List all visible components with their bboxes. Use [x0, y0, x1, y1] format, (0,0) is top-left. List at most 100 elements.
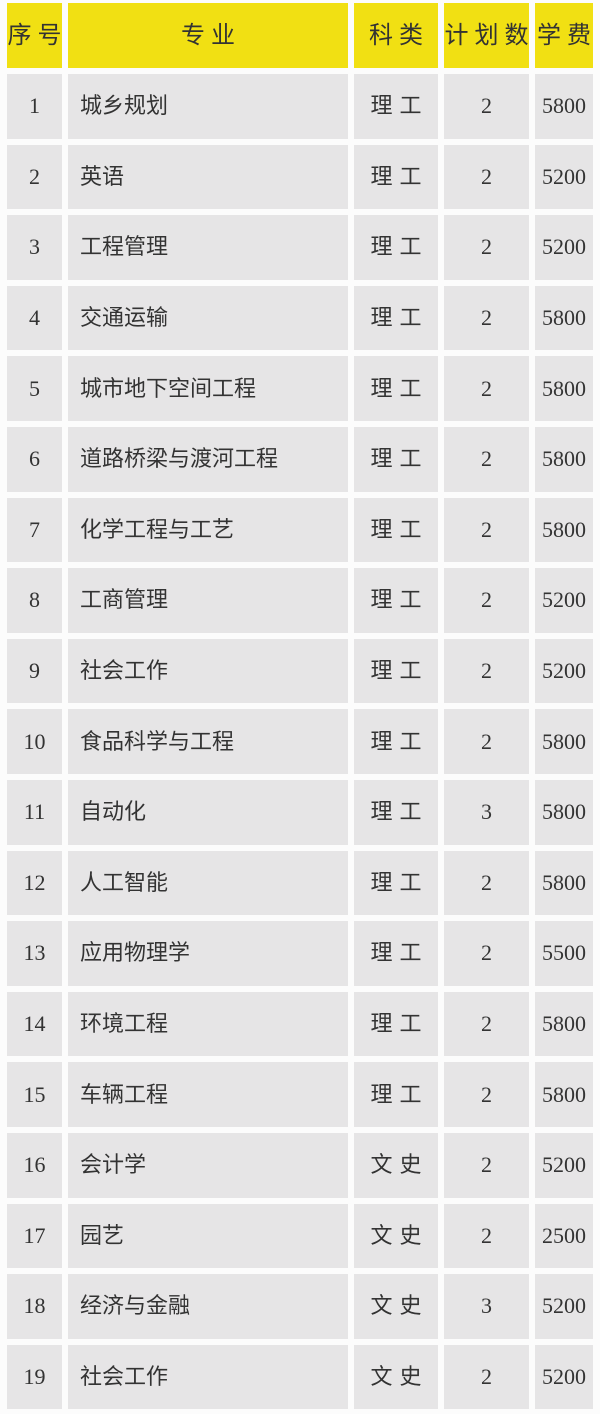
plan-count-cell: 2 [444, 1344, 529, 1410]
col-header-number: 序号 [7, 3, 62, 68]
major-cell: 道路桥梁与渡河工程 [68, 426, 348, 492]
category-cell: 理工 [354, 497, 438, 563]
major-cell: 园艺 [68, 1203, 348, 1269]
tuition-cell: 5800 [535, 426, 593, 492]
tuition-cell: 5500 [535, 921, 593, 986]
row-number-cell: 16 [7, 1132, 62, 1198]
row-number-cell: 3 [7, 215, 62, 280]
tuition-cell: 5800 [535, 74, 593, 139]
tuition-cell: 5800 [535, 991, 593, 1057]
tuition-cell: 2500 [535, 1203, 593, 1269]
category-cell: 文史 [354, 1274, 438, 1339]
row-number-cell: 12 [7, 850, 62, 916]
row-number-cell: 11 [7, 779, 62, 845]
row-number-cell: 2 [7, 144, 62, 210]
major-cell: 人工智能 [68, 850, 348, 916]
plan-count-cell: 2 [444, 215, 529, 280]
row-number-cell: 6 [7, 426, 62, 492]
plan-count-cell: 2 [444, 285, 529, 351]
major-cell: 社会工作 [68, 638, 348, 704]
tuition-cell: 5800 [535, 356, 593, 421]
row-number-cell: 18 [7, 1274, 62, 1339]
category-cell: 理工 [354, 709, 438, 774]
tuition-cell: 5200 [535, 638, 593, 704]
major-cell: 环境工程 [68, 991, 348, 1057]
major-cell: 工程管理 [68, 215, 348, 280]
major-cell: 会计学 [68, 1132, 348, 1198]
col-header-category: 科类 [354, 3, 438, 68]
row-number-cell: 5 [7, 356, 62, 421]
col-header-tuition: 学费 [535, 3, 593, 68]
row-number-cell: 17 [7, 1203, 62, 1269]
major-cell: 社会工作 [68, 1344, 348, 1410]
plan-count-cell: 2 [444, 426, 529, 492]
plan-count-cell: 2 [444, 1203, 529, 1269]
tuition-cell: 5200 [535, 1274, 593, 1339]
plan-count-cell: 2 [444, 638, 529, 704]
plan-count-cell: 2 [444, 921, 529, 986]
row-number-cell: 8 [7, 568, 62, 633]
tuition-cell: 5200 [535, 215, 593, 280]
row-number-cell: 4 [7, 285, 62, 351]
row-number-cell: 15 [7, 1062, 62, 1127]
category-cell: 理工 [354, 568, 438, 633]
plan-count-cell: 2 [444, 1062, 529, 1127]
tuition-cell: 5800 [535, 1062, 593, 1127]
plan-count-cell: 2 [444, 991, 529, 1057]
plan-count-cell: 2 [444, 74, 529, 139]
major-cell: 交通运输 [68, 285, 348, 351]
category-cell: 理工 [354, 144, 438, 210]
row-number-cell: 14 [7, 991, 62, 1057]
col-header-major: 专业 [68, 3, 348, 68]
major-cell: 英语 [68, 144, 348, 210]
category-cell: 理工 [354, 779, 438, 845]
tuition-cell: 5200 [535, 144, 593, 210]
row-number-cell: 1 [7, 74, 62, 139]
plan-count-cell: 2 [444, 709, 529, 774]
tuition-cell: 5800 [535, 709, 593, 774]
row-number-cell: 10 [7, 709, 62, 774]
plan-count-cell: 2 [444, 497, 529, 563]
row-number-cell: 13 [7, 921, 62, 986]
plan-count-cell: 2 [444, 568, 529, 633]
category-cell: 文史 [354, 1203, 438, 1269]
major-cell: 城乡规划 [68, 74, 348, 139]
tuition-cell: 5200 [535, 1132, 593, 1198]
category-cell: 理工 [354, 850, 438, 916]
plan-count-cell: 3 [444, 779, 529, 845]
major-cell: 车辆工程 [68, 1062, 348, 1127]
row-number-cell: 7 [7, 497, 62, 563]
tuition-cell: 5200 [535, 1344, 593, 1410]
category-cell: 理工 [354, 215, 438, 280]
plan-count-cell: 3 [444, 1274, 529, 1339]
major-cell: 城市地下空间工程 [68, 356, 348, 421]
category-cell: 理工 [354, 1062, 438, 1127]
tuition-cell: 5800 [535, 779, 593, 845]
category-cell: 理工 [354, 74, 438, 139]
plan-count-cell: 2 [444, 850, 529, 916]
major-cell: 工商管理 [68, 568, 348, 633]
tuition-cell: 5800 [535, 850, 593, 916]
tuition-cell: 5800 [535, 497, 593, 563]
col-header-plan-count: 计划数 [444, 3, 529, 68]
category-cell: 理工 [354, 426, 438, 492]
row-number-cell: 19 [7, 1344, 62, 1410]
major-cell: 化学工程与工艺 [68, 497, 348, 563]
category-cell: 理工 [354, 991, 438, 1057]
category-cell: 理工 [354, 638, 438, 704]
plan-count-cell: 2 [444, 144, 529, 210]
category-cell: 文史 [354, 1132, 438, 1198]
tuition-cell: 5800 [535, 285, 593, 351]
major-cell: 应用物理学 [68, 921, 348, 986]
category-cell: 理工 [354, 921, 438, 986]
major-cell: 经济与金融 [68, 1274, 348, 1339]
major-cell: 自动化 [68, 779, 348, 845]
major-cell: 食品科学与工程 [68, 709, 348, 774]
category-cell: 理工 [354, 285, 438, 351]
category-cell: 文史 [354, 1344, 438, 1410]
row-number-cell: 9 [7, 638, 62, 704]
category-cell: 理工 [354, 356, 438, 421]
tuition-cell: 5200 [535, 568, 593, 633]
